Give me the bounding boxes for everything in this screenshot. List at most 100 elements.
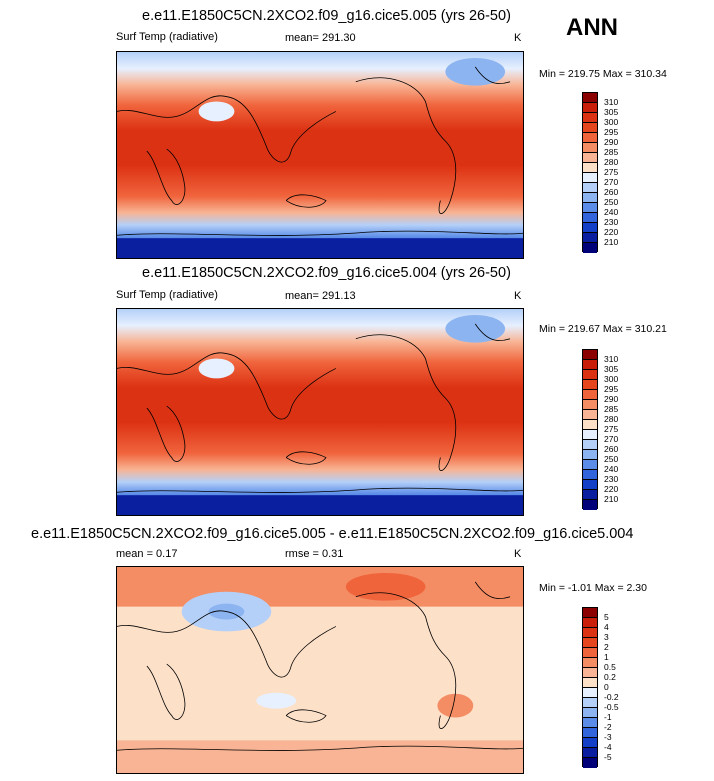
colorbar-swatch	[583, 480, 597, 490]
colorbar-tick-label: 275	[604, 166, 619, 177]
colorbar-tick-label: 305	[604, 363, 619, 374]
colorbar-swatch	[583, 153, 597, 163]
colorbar-tick-label: 280	[604, 156, 619, 167]
colorbar-tick-label: 270	[604, 176, 619, 187]
colorbar-tick-label: 250	[604, 196, 619, 207]
colorbar-swatch	[583, 728, 597, 738]
colorbar-swatch	[583, 708, 597, 718]
colorbar-swatch	[583, 243, 597, 253]
colorbar-swatch	[583, 173, 597, 183]
colorbar-tick-label: 295	[604, 383, 619, 394]
colorbar-swatch	[583, 658, 597, 668]
colorbar-swatch	[583, 618, 597, 628]
colorbar-tick-label: 280	[604, 413, 619, 424]
colorbar-swatch	[583, 738, 597, 748]
colorbar-tick-label: 220	[604, 226, 619, 237]
colorbar-swatch	[583, 460, 597, 470]
colorbar-tick-label: 300	[604, 116, 619, 127]
colorbar-swatch	[583, 133, 597, 143]
colorbar-swatch	[583, 698, 597, 708]
colorbar-swatch	[583, 420, 597, 430]
colorbar-swatch	[583, 430, 597, 440]
colorbar-tick-label: -2	[604, 721, 612, 732]
colorbar-tick-label: 310	[604, 353, 619, 364]
colorbar-swatch	[583, 360, 597, 370]
colorbar-swatch	[583, 350, 597, 360]
colorbar-swatch	[583, 470, 597, 480]
colorbar-swatch	[583, 688, 597, 698]
colorbar-tick-label: 3	[604, 631, 609, 642]
colorbar-tick-label: 260	[604, 186, 619, 197]
colorbar-swatch	[583, 203, 597, 213]
colorbar-tick-label: 300	[604, 373, 619, 384]
colorbar-tick-label: 275	[604, 423, 619, 434]
colorbar-swatch	[583, 193, 597, 203]
panel-1-colorbar	[582, 92, 598, 253]
colorbar-tick-label: 310	[604, 96, 619, 107]
colorbar-swatch	[583, 93, 597, 103]
colorbar-tick-label: 230	[604, 473, 619, 484]
colorbar-swatch	[583, 213, 597, 223]
colorbar-swatch	[583, 758, 597, 768]
colorbar-swatch	[583, 123, 597, 133]
panel-2-map	[116, 308, 524, 516]
colorbar-tick-label: -3	[604, 731, 612, 742]
panel-1-title: e.e11.E1850C5CN.2XCO2.f09_g16.cice5.005 …	[142, 8, 511, 24]
colorbar-swatch	[583, 183, 597, 193]
colorbar-tick-label: 0.2	[604, 671, 616, 682]
season-label: ANN	[566, 14, 618, 41]
panel-2-units-label: K	[514, 290, 522, 302]
panel-2-variable-label: Surf Temp (radiative)	[116, 289, 218, 301]
colorbar-tick-label: 4	[604, 621, 609, 632]
colorbar-tick-label: 220	[604, 483, 619, 494]
panel-3-mean-label: mean = 0.17	[116, 548, 178, 560]
colorbar-tick-label: 240	[604, 463, 619, 474]
colorbar-swatch	[583, 390, 597, 400]
colorbar-swatch	[583, 143, 597, 153]
colorbar-tick-label: -5	[604, 751, 612, 762]
colorbar-swatch	[583, 163, 597, 173]
panel-1-mean-label: mean= 291.30	[285, 32, 356, 44]
colorbar-swatch	[583, 410, 597, 420]
colorbar-swatch	[583, 380, 597, 390]
panel-2-title: e.e11.E1850C5CN.2XCO2.f09_g16.cice5.004 …	[142, 265, 511, 281]
colorbar-tick-label: 290	[604, 136, 619, 147]
colorbar-tick-label: 210	[604, 493, 619, 504]
colorbar-tick-label: 240	[604, 206, 619, 217]
colorbar-tick-label: 305	[604, 106, 619, 117]
colorbar-tick-label: -1	[604, 711, 612, 722]
panel-2-mean-label: mean= 291.13	[285, 290, 356, 302]
colorbar-tick-label: -4	[604, 741, 612, 752]
panel-2-minmax: Min = 219.67 Max = 310.21	[539, 323, 667, 335]
colorbar-swatch	[583, 370, 597, 380]
colorbar-swatch	[583, 450, 597, 460]
colorbar-tick-label: 0.5	[604, 661, 616, 672]
colorbar-tick-label: 1	[604, 651, 609, 662]
panel-3-title: e.e11.E1850C5CN.2XCO2.f09_g16.cice5.005 …	[31, 526, 634, 542]
colorbar-tick-label: 285	[604, 146, 619, 157]
colorbar-swatch	[583, 628, 597, 638]
colorbar-swatch	[583, 500, 597, 510]
panel-3-colorbar	[582, 607, 598, 768]
panel-3-map	[116, 566, 524, 774]
panel-1-variable-label: Surf Temp (radiative)	[116, 31, 218, 43]
panel-1-map	[116, 51, 524, 259]
colorbar-swatch	[583, 748, 597, 758]
colorbar-tick-label: 260	[604, 443, 619, 454]
colorbar-tick-label: 230	[604, 216, 619, 227]
panel-3-rmse-label: rmse = 0.31	[285, 548, 344, 560]
colorbar-tick-label: 2	[604, 641, 609, 652]
colorbar-swatch	[583, 400, 597, 410]
panel-2-colorbar	[582, 349, 598, 510]
colorbar-tick-label: 5	[604, 611, 609, 622]
colorbar-swatch	[583, 668, 597, 678]
colorbar-swatch	[583, 678, 597, 688]
colorbar-swatch	[583, 440, 597, 450]
colorbar-tick-label: 295	[604, 126, 619, 137]
colorbar-tick-label: 270	[604, 433, 619, 444]
colorbar-swatch	[583, 608, 597, 618]
colorbar-swatch	[583, 490, 597, 500]
panel-1-units-label: K	[514, 32, 522, 44]
colorbar-swatch	[583, 233, 597, 243]
panel-3-minmax: Min = -1.01 Max = 2.30	[539, 582, 647, 594]
